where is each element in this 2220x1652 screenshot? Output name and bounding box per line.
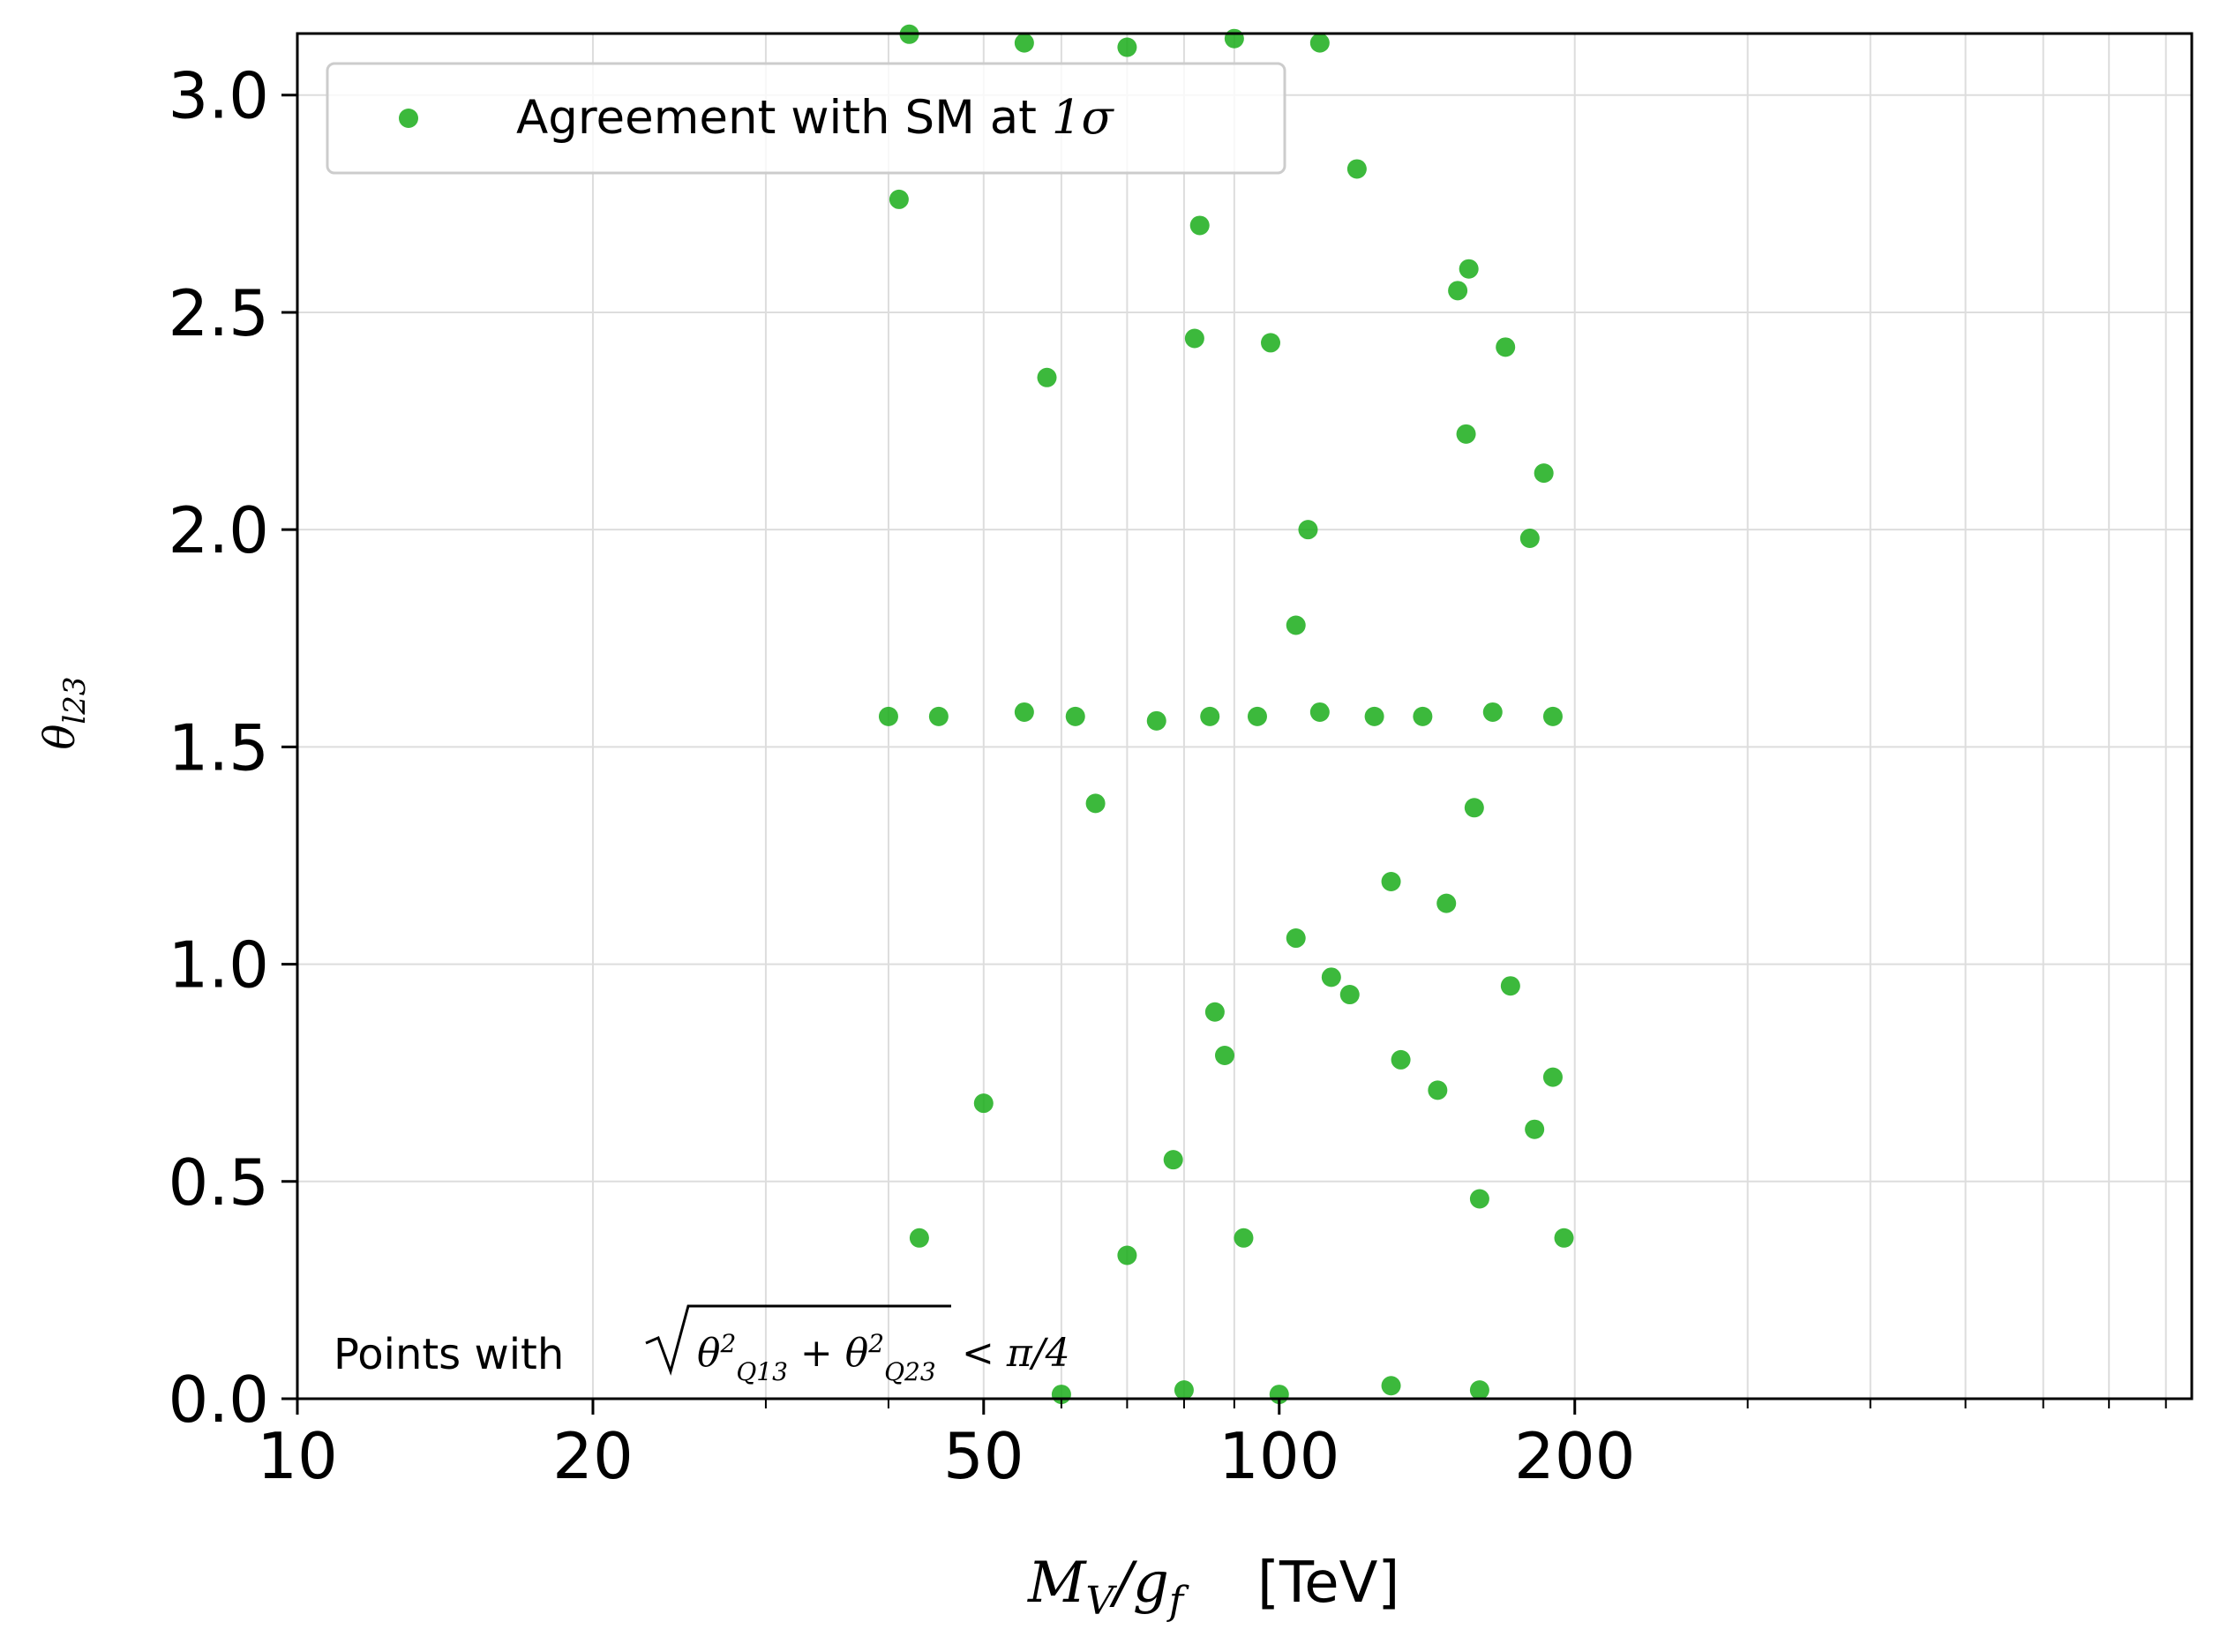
scatter-point [1413, 706, 1433, 726]
x-axis-ticks: 10 20 50 100 200 [257, 1399, 2167, 1493]
y-axis-label: θl23 [35, 676, 93, 749]
y-tick-label: 0.0 [168, 1363, 269, 1437]
scatter-point [1542, 706, 1563, 726]
scatter-point [1247, 706, 1267, 726]
scatter-point [1448, 281, 1468, 301]
scatter-point [1204, 1002, 1225, 1022]
legend-box [326, 62, 1286, 175]
scatter-point [1286, 928, 1306, 949]
scatter-point [1496, 337, 1516, 357]
scatter-point [1117, 1245, 1137, 1265]
scatter-point [1321, 967, 1341, 987]
scatter-point [1469, 1189, 1489, 1209]
scatter-point [1500, 976, 1520, 996]
scatter-point [1286, 615, 1306, 635]
annotation-sqrt-body: θ2Q13 + θ2Q23 [697, 1329, 936, 1387]
scatter-point [1346, 159, 1367, 179]
grid-lines [297, 34, 2192, 1400]
y-tick-label: 2.0 [168, 493, 269, 567]
y-tick-label: 1.5 [168, 710, 269, 785]
scatter-point [1163, 1150, 1183, 1170]
scatter-point [1391, 1049, 1411, 1070]
sqrt-sign [645, 1304, 951, 1376]
scatter-point [1200, 706, 1220, 726]
scatter-point [1014, 702, 1034, 722]
plot-frame [296, 32, 2194, 1400]
y-tick-label: 0.5 [168, 1145, 269, 1220]
scatter-point [1525, 1119, 1545, 1139]
scatter-point [1309, 702, 1330, 722]
scatter-point [1037, 367, 1057, 387]
scatter-point [1381, 872, 1401, 892]
scatter-point [1014, 33, 1034, 53]
scatter-point [1184, 328, 1204, 349]
scatter-point [1364, 706, 1384, 726]
scatter-point [1214, 1045, 1234, 1065]
scatter-point [1456, 424, 1476, 444]
scatter-point [1534, 463, 1554, 484]
annotation-suffix: < π/4 [962, 1331, 1070, 1376]
scatter-point [1189, 215, 1210, 236]
scatter-point [909, 1228, 929, 1248]
scatter-point [1381, 1376, 1401, 1396]
data-points [878, 24, 1574, 1405]
legend-marker [399, 109, 418, 128]
scatter-point [1298, 520, 1318, 540]
scatter-point [1428, 1080, 1448, 1100]
legend-label: Agreement with SM at 1σ [516, 91, 1115, 145]
x-axis-label: MV/gf [TeV] [1027, 1551, 1399, 1624]
x-tick-label: 100 [1219, 1419, 1339, 1493]
x-tick-label: 200 [1514, 1419, 1635, 1493]
annotation: Points with θ2Q13 + θ2Q23 < π/4 [334, 1304, 1070, 1387]
scatter-point [1146, 710, 1166, 731]
scatter-point [1309, 33, 1330, 53]
svg-text:MV/gf: MV/gf [1027, 1551, 1189, 1624]
scatter-point [973, 1093, 994, 1114]
scatter-point [1085, 793, 1106, 814]
y-axis-ticks: 0.0 0.5 1.0 1.5 2.0 2.5 3.0 [168, 59, 297, 1437]
scatter-point [1339, 985, 1360, 1005]
scatter-point [1542, 1067, 1563, 1087]
scatter-point [928, 706, 949, 726]
scatter-point [1224, 28, 1244, 49]
scatter-point [1469, 1380, 1489, 1400]
y-tick-label: 2.5 [168, 276, 269, 350]
scatter-point [1261, 333, 1281, 353]
legend: Agreement with SM at 1σ [326, 62, 1286, 175]
scatter-point [1482, 702, 1503, 722]
scatter-point [1459, 259, 1479, 279]
scatter-point [889, 189, 909, 209]
x-tick-label: 20 [552, 1419, 634, 1493]
scatter-point [1174, 1380, 1194, 1400]
y-tick-label: 1.0 [168, 928, 269, 1002]
y-tick-label: 3.0 [168, 59, 269, 133]
scatter-point [1234, 1228, 1254, 1248]
scatter-point [1464, 798, 1484, 818]
x-tick-label: 10 [257, 1419, 338, 1493]
scatter-point [1554, 1228, 1574, 1248]
x-tick-label: 50 [943, 1419, 1024, 1493]
scatter-point [1117, 37, 1137, 57]
x-axis-unit: [TeV] [1257, 1551, 1399, 1616]
annotation-prefix: Points with [334, 1330, 564, 1379]
svg-text:θl23: θl23 [35, 676, 93, 749]
scatter-point [878, 706, 898, 726]
scatter-point [1519, 529, 1540, 548]
scatter-point [1436, 893, 1457, 913]
scatter-point [1065, 706, 1085, 726]
